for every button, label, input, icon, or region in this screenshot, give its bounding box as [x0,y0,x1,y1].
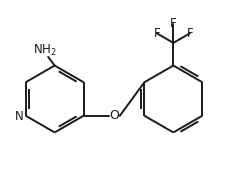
Text: NH$_2$: NH$_2$ [33,43,57,58]
Text: F: F [169,17,176,30]
Text: N: N [15,110,24,123]
Text: F: F [186,27,192,40]
Text: O: O [109,109,119,122]
Text: F: F [153,27,160,40]
